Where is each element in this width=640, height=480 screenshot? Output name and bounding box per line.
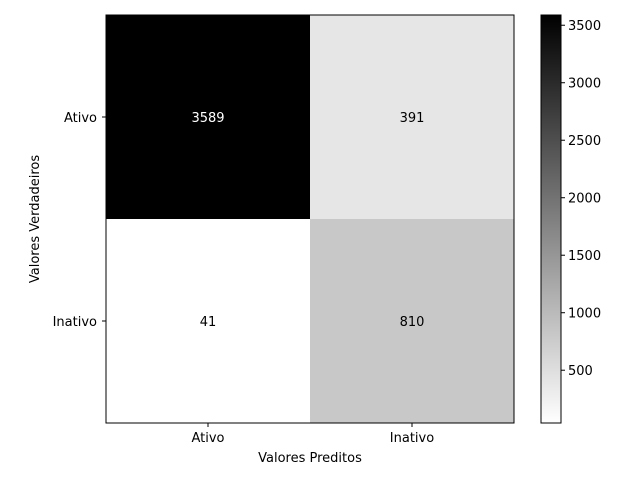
x-axis-label: Valores Preditos — [258, 451, 362, 466]
cell-value-label: 3589 — [191, 111, 224, 126]
plot-frame — [105, 14, 515, 424]
colorbar-tick-label: 1500 — [568, 249, 601, 264]
heatmap-cell — [106, 219, 310, 423]
y-tick-label: Ativo — [64, 111, 97, 126]
colorbar-tick-label: 3000 — [568, 77, 601, 92]
x-tick-label: Ativo — [191, 431, 224, 446]
heatmap-cell — [310, 15, 514, 219]
colorbar-tick-label: 2500 — [568, 134, 601, 149]
colorbar — [540, 14, 562, 424]
cell-value-label: 810 — [400, 315, 425, 330]
cell-value-label: 391 — [400, 111, 425, 126]
colorbar-tick-label: 3500 — [568, 19, 601, 34]
colorbar-tick-label: 500 — [568, 364, 593, 379]
colorbar-ticks: 500 1000 1500 2000 2500 3000 3500 — [561, 19, 601, 379]
colorbar-tick-label: 2000 — [568, 192, 601, 207]
y-tick-label: Inativo — [53, 315, 97, 330]
x-tick-label: Inativo — [390, 431, 434, 446]
x-axis-ticks: Ativo Inativo — [191, 423, 434, 446]
colorbar-tick-label: 1000 — [568, 307, 601, 322]
y-axis-ticks: Ativo Inativo — [53, 111, 106, 330]
heatmap-cells: 3589 391 41 810 — [106, 15, 514, 423]
cell-value-label: 41 — [200, 315, 217, 330]
heatmap-cell — [106, 15, 310, 219]
y-axis-label: Valores Verdadeiros — [28, 155, 43, 283]
heatmap-cell — [310, 219, 514, 423]
